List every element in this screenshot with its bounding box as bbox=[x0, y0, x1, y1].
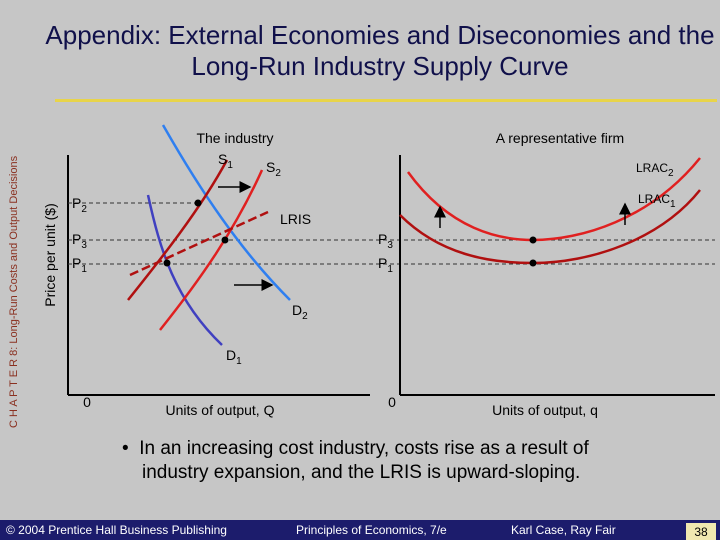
curve-label: S1 bbox=[218, 151, 233, 171]
price-label: P1 bbox=[378, 255, 393, 275]
label-sub: 2 bbox=[81, 204, 87, 215]
label-sub: 1 bbox=[670, 199, 676, 210]
curve-label: S2 bbox=[266, 159, 281, 179]
bullet: • In an increasing cost industry, costs … bbox=[122, 438, 589, 483]
curve-label: LRAC1 bbox=[638, 192, 676, 210]
curve-s2 bbox=[159, 169, 264, 331]
point bbox=[194, 199, 202, 207]
point bbox=[529, 259, 537, 267]
label-base: P bbox=[72, 255, 81, 271]
label-sub: 2 bbox=[302, 311, 308, 322]
label-base: P bbox=[72, 231, 81, 247]
label-base: P bbox=[378, 255, 387, 271]
x-axis-label: Units of output, Q bbox=[166, 402, 275, 418]
label-base: D bbox=[226, 347, 236, 363]
origin: 0 bbox=[83, 394, 91, 410]
price-label: P1 bbox=[72, 255, 87, 275]
curve-label: D1 bbox=[226, 347, 242, 367]
label-sub: 3 bbox=[387, 240, 393, 251]
curve-label: D2 bbox=[292, 302, 308, 322]
point bbox=[163, 259, 171, 267]
price-label: P2 bbox=[72, 195, 87, 215]
title-rule bbox=[55, 99, 717, 102]
sidebar: C H A P T E R 8: Long-Run Costs and Outp… bbox=[8, 155, 20, 428]
curve-lris bbox=[129, 210, 269, 277]
slide-title: Appendix: External Economies and Disecon… bbox=[45, 20, 715, 81]
diagram: The industry Price per unit ($) S1 S2 LR… bbox=[42, 124, 715, 418]
label-sub: 2 bbox=[275, 168, 281, 179]
panel-title: The industry bbox=[196, 130, 273, 146]
footer: © 2004 Prentice Hall Business Publishing… bbox=[0, 520, 720, 540]
label-base: P bbox=[378, 231, 387, 247]
label-base: LRAC bbox=[636, 161, 668, 175]
label-sub: 1 bbox=[81, 264, 87, 275]
point bbox=[529, 236, 537, 244]
curve-label: LRAC2 bbox=[636, 161, 674, 179]
x-axis-label: Units of output, q bbox=[492, 402, 598, 418]
page-number: 38 bbox=[686, 523, 716, 540]
y-axis-label: Price per unit ($) bbox=[42, 203, 58, 306]
label-base: D bbox=[292, 302, 302, 318]
point bbox=[221, 236, 229, 244]
label-sub: 3 bbox=[81, 240, 87, 251]
footer-text: Principles of Economics, 7/e bbox=[296, 523, 447, 537]
bullet-text: In an increasing cost industry, costs ri… bbox=[139, 438, 589, 483]
price-label: P3 bbox=[72, 231, 87, 251]
label-sub: 1 bbox=[227, 160, 233, 171]
curve-d1 bbox=[146, 194, 223, 346]
footer-text: © 2004 Prentice Hall Business Publishing bbox=[6, 523, 227, 537]
label-base: S bbox=[218, 151, 227, 167]
label-base: P bbox=[72, 195, 81, 211]
label-sub: 1 bbox=[387, 264, 393, 275]
label-base: S bbox=[266, 159, 275, 175]
label-sub: 1 bbox=[236, 356, 242, 367]
panel-title: A representative firm bbox=[496, 130, 624, 146]
curve-label: LRIS bbox=[280, 211, 311, 227]
origin: 0 bbox=[388, 394, 396, 410]
label-base: LRAC bbox=[638, 192, 670, 206]
price-label: P3 bbox=[378, 231, 393, 251]
curve-s1 bbox=[127, 159, 229, 301]
label-sub: 2 bbox=[668, 168, 674, 179]
chapter-label: C H A P T E R 8: Long-Run Costs and Outp… bbox=[8, 155, 20, 428]
footer-text: Karl Case, Ray Fair bbox=[511, 523, 616, 537]
